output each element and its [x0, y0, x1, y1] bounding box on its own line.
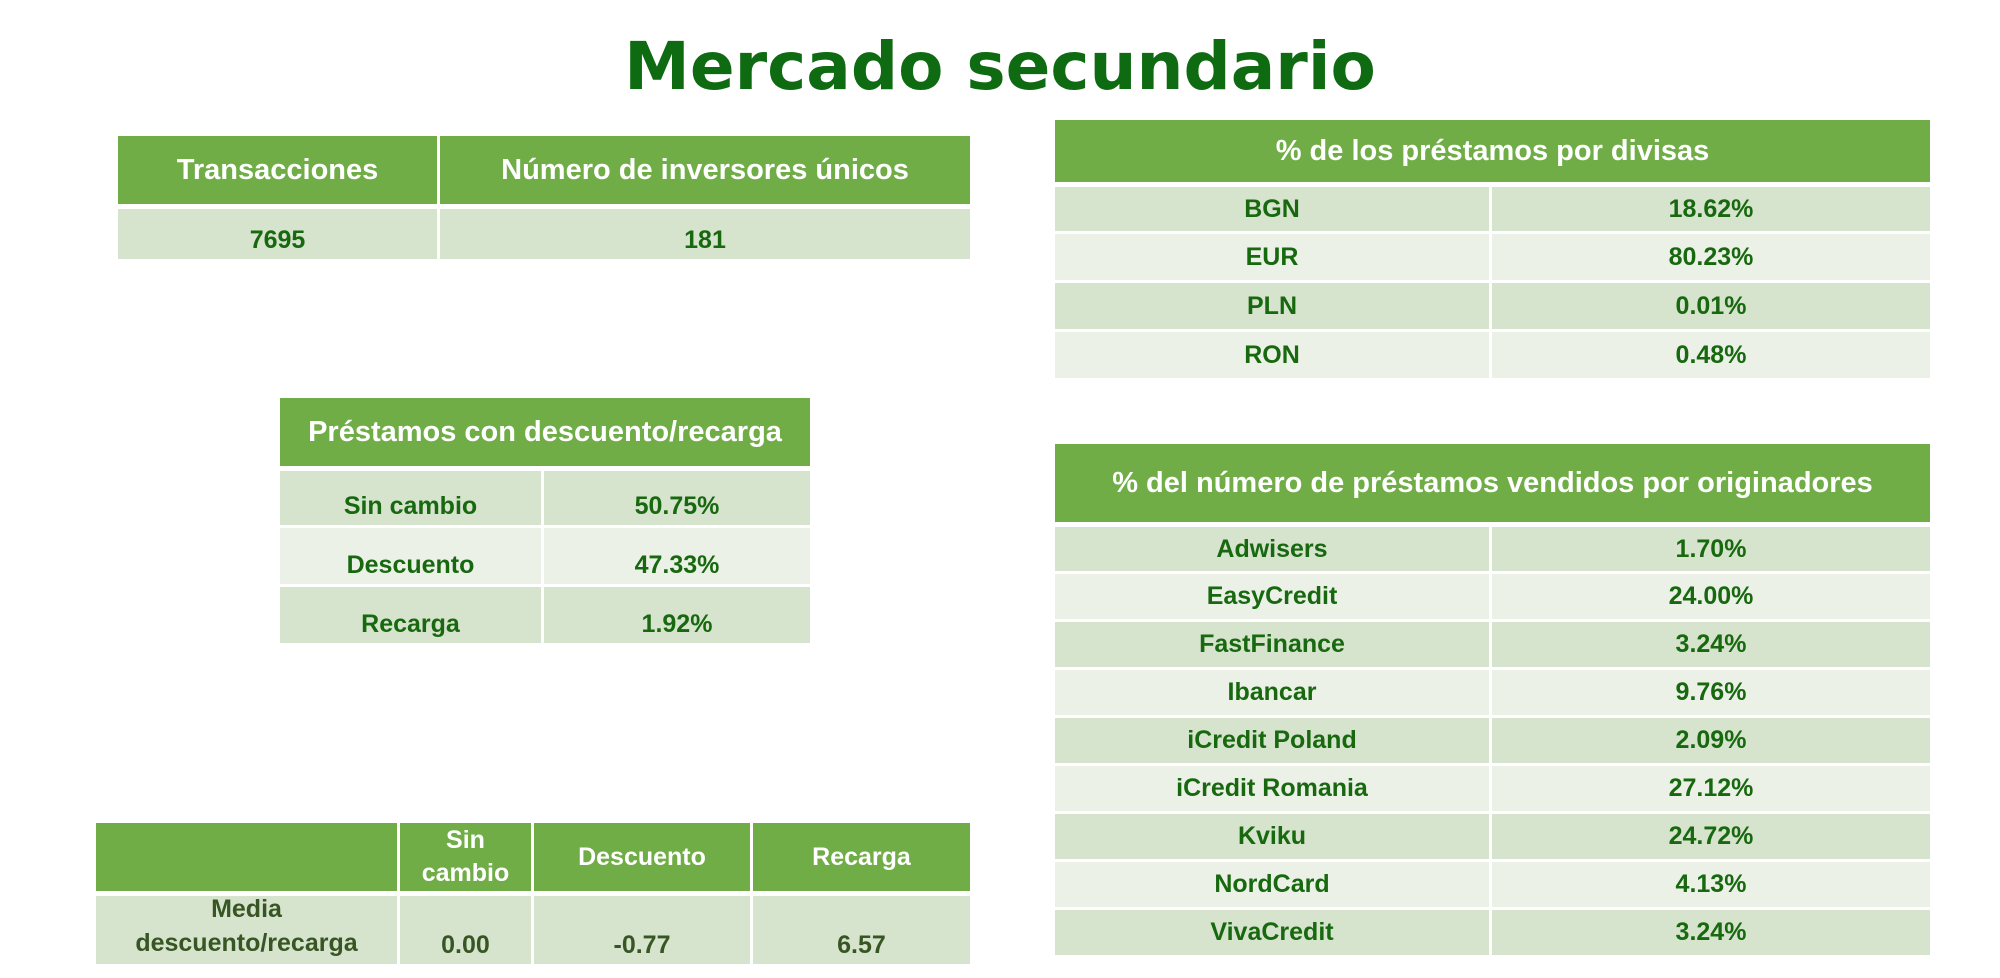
table-row: EasyCredit 24.00%: [1055, 571, 1930, 619]
average-surcharge-value: 6.57: [753, 896, 970, 964]
average-value-row: Media descuento/recarga 0.00 -0.77 6.57: [96, 891, 970, 964]
row-value: 50.75%: [544, 471, 810, 525]
originator-value: 4.13%: [1492, 862, 1930, 907]
currency-value: 80.23%: [1492, 234, 1930, 280]
originator-value: 2.09%: [1492, 718, 1930, 763]
average-header-row: Sin cambio Descuento Recarga: [96, 823, 970, 891]
discount-table: Préstamos con descuento/recarga Sin camb…: [280, 398, 810, 643]
header-unique-investors: Número de inversores únicos: [440, 136, 970, 204]
originators-header: % del número de préstamos vendidos por o…: [1055, 444, 1930, 522]
originator-value: 27.12%: [1492, 766, 1930, 811]
originator-value: 24.00%: [1492, 574, 1930, 619]
table-row: Recarga 1.92%: [280, 584, 810, 643]
originator-label: iCredit Poland: [1055, 718, 1492, 763]
currency-label: BGN: [1055, 187, 1492, 231]
originator-value: 3.24%: [1492, 910, 1930, 955]
row-value: 47.33%: [544, 528, 810, 584]
originator-label: EasyCredit: [1055, 574, 1492, 619]
table-row: Sin cambio 50.75%: [280, 466, 810, 525]
table-row: FastFinance 3.24%: [1055, 619, 1930, 667]
average-discount-value: -0.77: [534, 896, 753, 964]
originator-value: 3.24%: [1492, 622, 1930, 667]
originator-label: iCredit Romania: [1055, 766, 1492, 811]
originator-label: Kviku: [1055, 814, 1492, 859]
originator-label: Adwisers: [1055, 527, 1492, 571]
table-row: EUR 80.23%: [1055, 231, 1930, 280]
currency-label: PLN: [1055, 283, 1492, 329]
table-row: iCredit Poland 2.09%: [1055, 715, 1930, 763]
table-row: BGN 18.62%: [1055, 182, 1930, 231]
discount-header-row: Préstamos con descuento/recarga: [280, 398, 810, 466]
originators-table: % del número de préstamos vendidos por o…: [1055, 444, 1930, 955]
header-transactions: Transacciones: [118, 136, 440, 204]
originators-header-row: % del número de préstamos vendidos por o…: [1055, 444, 1930, 522]
header-no-change: Sin cambio: [400, 823, 534, 891]
header-discount: Descuento: [534, 823, 753, 891]
transactions-value-row: 7695 181: [118, 204, 970, 259]
transactions-table: Transacciones Número de inversores único…: [118, 136, 970, 259]
transactions-header-row: Transacciones Número de inversores único…: [118, 136, 970, 204]
average-row-label: Media descuento/recarga: [96, 895, 400, 964]
table-row: iCredit Romania 27.12%: [1055, 763, 1930, 811]
currency-label: EUR: [1055, 234, 1492, 280]
row-label: Sin cambio: [280, 471, 544, 525]
table-row: Adwisers 1.70%: [1055, 522, 1930, 571]
originator-value: 24.72%: [1492, 814, 1930, 859]
currency-label: RON: [1055, 332, 1492, 378]
average-table: Sin cambio Descuento Recarga Media descu…: [96, 823, 970, 964]
originator-label: FastFinance: [1055, 622, 1492, 667]
table-row: VivaCredit 3.24%: [1055, 907, 1930, 955]
row-value: 1.92%: [544, 587, 810, 643]
currency-value: 18.62%: [1492, 187, 1930, 231]
table-row: Kviku 24.72%: [1055, 811, 1930, 859]
page-title: Mercado secundario: [624, 28, 1376, 105]
row-label: Descuento: [280, 528, 544, 584]
table-row: NordCard 4.13%: [1055, 859, 1930, 907]
originator-label: NordCard: [1055, 862, 1492, 907]
average-header-empty: [96, 823, 400, 891]
row-label: Recarga: [280, 587, 544, 643]
average-no-change-value: 0.00: [400, 896, 534, 964]
discount-header: Préstamos con descuento/recarga: [280, 398, 810, 466]
originator-label: VivaCredit: [1055, 910, 1492, 955]
currency-value: 0.48%: [1492, 332, 1930, 378]
originator-value: 1.70%: [1492, 527, 1930, 571]
currency-header-row: % de los préstamos por divisas: [1055, 120, 1930, 182]
currency-header: % de los préstamos por divisas: [1055, 120, 1930, 182]
header-surcharge: Recarga: [753, 823, 970, 891]
originator-value: 9.76%: [1492, 670, 1930, 715]
transactions-count: 7695: [118, 209, 440, 259]
table-row: PLN 0.01%: [1055, 280, 1930, 329]
currency-table: % de los préstamos por divisas BGN 18.62…: [1055, 120, 1930, 378]
unique-investors-count: 181: [440, 209, 970, 259]
table-row: Ibancar 9.76%: [1055, 667, 1930, 715]
currency-value: 0.01%: [1492, 283, 1930, 329]
originator-label: Ibancar: [1055, 670, 1492, 715]
table-row: Descuento 47.33%: [280, 525, 810, 584]
table-row: RON 0.48%: [1055, 329, 1930, 378]
